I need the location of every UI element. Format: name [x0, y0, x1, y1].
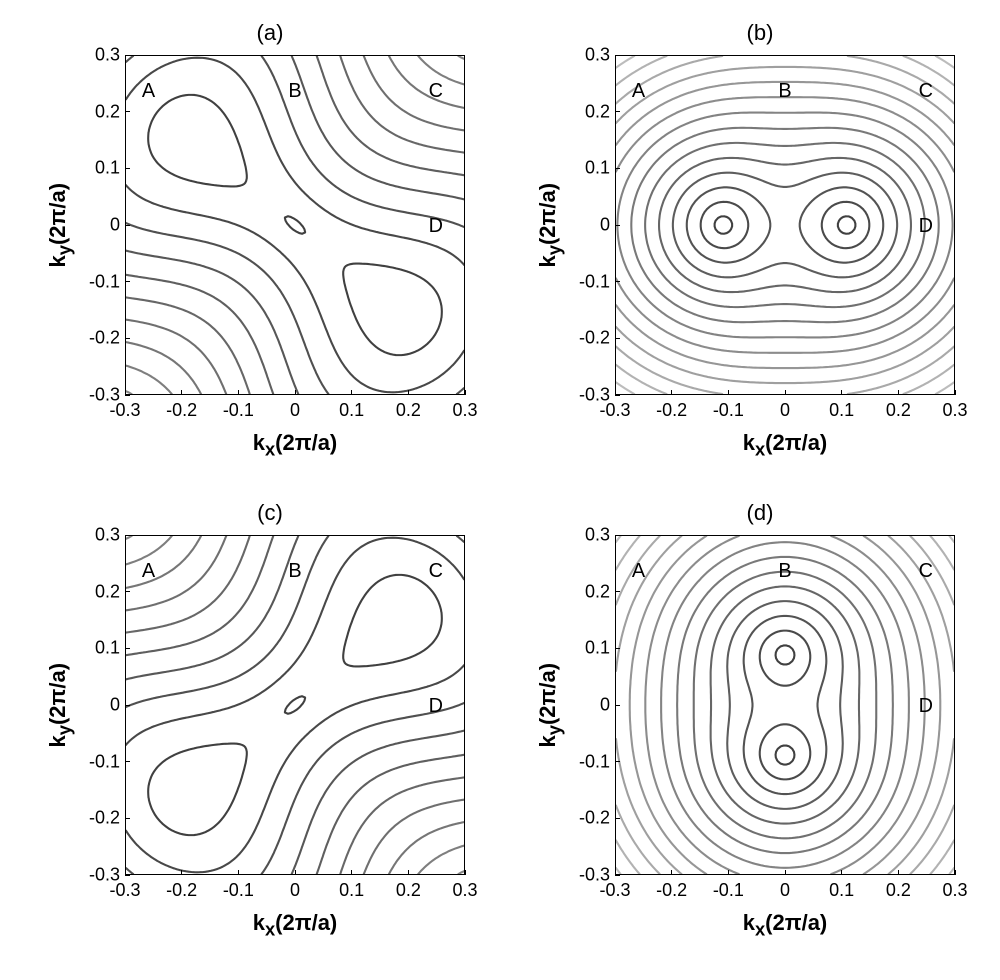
xtick-label: 0.3 — [440, 400, 490, 421]
panel-b-ylabel: ky(2π/a) — [540, 55, 560, 395]
marker-D: D — [429, 695, 443, 717]
marker-A: A — [142, 80, 156, 102]
ytick-label: 0 — [560, 215, 610, 236]
xtick-label: 0.1 — [327, 880, 377, 901]
panel-b: (b) ky(2π/a) A B C D kx(2π/a) -0.3 -0.2 -0.1 0… — [530, 20, 990, 470]
marker-C: C — [429, 80, 443, 102]
xtick-label: -0.3 — [590, 880, 640, 901]
panel-d-title: (d) — [530, 500, 990, 526]
panel-d-contours: A B C D — [616, 536, 954, 874]
ytick-label: 0.3 — [70, 525, 120, 546]
ytick-label: -0.1 — [560, 751, 610, 772]
ytick-label: -0.2 — [560, 328, 610, 349]
xtick-label: -0.2 — [157, 880, 207, 901]
marker-B: B — [778, 560, 791, 582]
ytick-label: -0.1 — [560, 271, 610, 292]
xtick-label: 0.2 — [873, 400, 923, 421]
ytick-label: 0.3 — [70, 45, 120, 66]
xtick-label: 0 — [760, 400, 810, 421]
marker-A: A — [632, 560, 646, 582]
xtick-label: -0.1 — [703, 880, 753, 901]
xtick-label: -0.3 — [100, 400, 150, 421]
xtick-label: 0.2 — [873, 880, 923, 901]
panel-c-plot: A B C D — [125, 535, 465, 875]
marker-D: D — [919, 215, 933, 237]
ytick-label: 0.2 — [560, 581, 610, 602]
ytick-label: 0 — [70, 695, 120, 716]
marker-C: C — [919, 560, 933, 582]
panel-a-xlabel: kx(2π/a) — [125, 430, 465, 460]
xtick-label: -0.2 — [647, 400, 697, 421]
xtick-label: 0 — [270, 400, 320, 421]
panel-a: (a) ky(2π/a) A B C D kx(2π/a) -0.3 -0.2 -0.1 0… — [40, 20, 500, 470]
xtick-label: 0.3 — [930, 400, 980, 421]
marker-B: B — [288, 560, 301, 582]
panel-b-plot: A B C D — [615, 55, 955, 395]
marker-A: A — [632, 80, 646, 102]
ytick-label: -0.1 — [70, 271, 120, 292]
panel-b-contours: A B C D — [616, 56, 954, 394]
figure-grid: (a) ky(2π/a) A B C D kx(2π/a) -0.3 -0.2 -0.1 0… — [0, 0, 1000, 980]
ytick-label: 0.2 — [70, 101, 120, 122]
panel-d-ylabel: ky(2π/a) — [540, 535, 560, 875]
panel-b-xlabel: kx(2π/a) — [615, 430, 955, 460]
xtick-label: -0.2 — [647, 880, 697, 901]
ytick-label: -0.2 — [70, 808, 120, 829]
ytick-label: 0 — [70, 215, 120, 236]
panel-d: (d) ky(2π/a) A B C D kx(2π/a) -0.3 -0.2 -0.1 0… — [530, 500, 990, 950]
xtick-label: -0.2 — [157, 400, 207, 421]
ytick-label: 0.1 — [70, 638, 120, 659]
panel-c-title: (c) — [40, 500, 500, 526]
marker-D: D — [429, 215, 443, 237]
panel-a-title: (a) — [40, 20, 500, 46]
panel-d-plot: A B C D — [615, 535, 955, 875]
marker-B: B — [778, 80, 791, 102]
panel-d-xlabel: kx(2π/a) — [615, 910, 955, 940]
ytick-label: 0 — [560, 695, 610, 716]
marker-A: A — [142, 560, 156, 582]
marker-B: B — [288, 80, 301, 102]
xtick-label: -0.3 — [590, 400, 640, 421]
xtick-label: 0.1 — [327, 400, 377, 421]
panel-c-contours: A B C D — [126, 536, 464, 874]
xtick-label: -0.1 — [703, 400, 753, 421]
ytick-label: 0.2 — [560, 101, 610, 122]
xtick-label: -0.1 — [213, 400, 263, 421]
ytick-label: 0.1 — [70, 158, 120, 179]
xtick-label: 0.2 — [383, 880, 433, 901]
panel-c-ylabel: ky(2π/a) — [50, 535, 70, 875]
marker-C: C — [919, 80, 933, 102]
ytick-label: 0.3 — [560, 525, 610, 546]
panel-a-plot: A B C D — [125, 55, 465, 395]
ytick-label: 0.3 — [560, 45, 610, 66]
xtick-label: 0 — [270, 880, 320, 901]
panel-b-title: (b) — [530, 20, 990, 46]
ytick-label: -0.1 — [70, 751, 120, 772]
ytick-label: 0.1 — [560, 638, 610, 659]
marker-D: D — [919, 695, 933, 717]
xtick-label: -0.3 — [100, 880, 150, 901]
panel-a-contours: A B C D — [126, 56, 464, 394]
xtick-label: 0.2 — [383, 400, 433, 421]
panel-a-ylabel: ky(2π/a) — [50, 55, 70, 395]
xtick-label: 0.1 — [817, 880, 867, 901]
xtick-label: 0.3 — [440, 880, 490, 901]
xtick-label: 0 — [760, 880, 810, 901]
ytick-label: -0.2 — [70, 328, 120, 349]
ytick-label: -0.2 — [560, 808, 610, 829]
ytick-label: 0.2 — [70, 581, 120, 602]
marker-C: C — [429, 560, 443, 582]
panel-c-xlabel: kx(2π/a) — [125, 910, 465, 940]
xtick-label: -0.1 — [213, 880, 263, 901]
panel-c: (c) ky(2π/a) A B C D kx(2π/a) -0.3 -0.2 -0.1 0… — [40, 500, 500, 950]
ytick-label: 0.1 — [560, 158, 610, 179]
xtick-label: 0.3 — [930, 880, 980, 901]
xtick-label: 0.1 — [817, 400, 867, 421]
